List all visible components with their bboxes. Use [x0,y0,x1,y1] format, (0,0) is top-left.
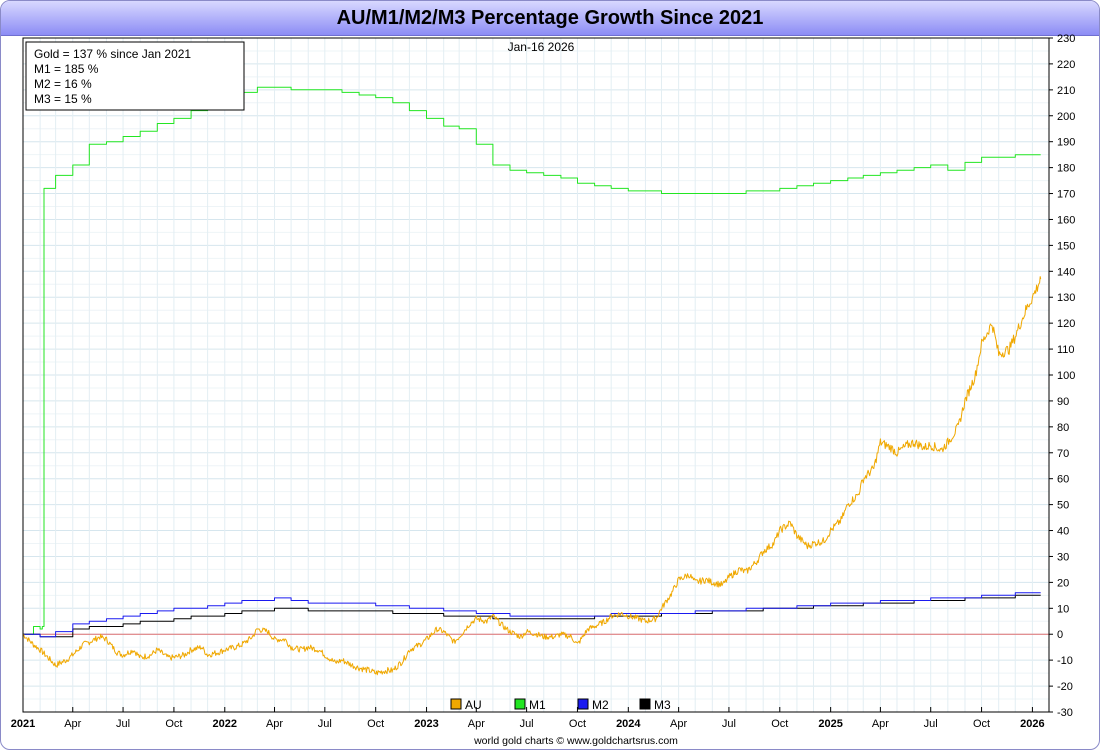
y-tick-label: 170 [1057,189,1075,201]
y-tick-label: 0 [1057,629,1063,641]
y-tick-label: 180 [1057,163,1075,175]
y-tick-label: 100 [1057,370,1075,382]
legend-label-m2: M2 [592,698,609,712]
y-tick-label: -20 [1057,681,1073,693]
x-tick-label: Oct [973,718,990,730]
y-tick-label: 80 [1057,422,1069,434]
x-tick-label: Oct [569,718,586,730]
series-line-m1 [23,86,1041,635]
info-line-m2: M2 = 16 % [34,77,92,91]
y-tick-label: 230 [1057,33,1075,45]
footer-credit: world gold charts © www.goldchartsrus.co… [473,735,678,747]
y-tick-label: 50 [1057,500,1069,512]
series-line-au [22,276,1042,676]
y-tick-label: 40 [1057,526,1069,538]
legend-swatch-m3 [639,698,651,710]
y-tick-label: 60 [1057,474,1069,486]
x-tick-label: Oct [771,718,788,730]
x-tick-label: Jul [520,718,534,730]
x-tick-label: Oct [165,718,182,730]
grid [22,37,1049,713]
y-tick-label: 120 [1057,318,1075,330]
y-tick-label: 220 [1057,59,1075,71]
y-tick-label: 110 [1057,344,1075,356]
y-tick-label: 210 [1057,85,1075,97]
legend-label-au: AU [465,698,482,712]
x-tick-label: 2022 [213,718,237,730]
x-tick-label: Apr [266,718,283,730]
y-tick-label: 90 [1057,396,1069,408]
y-tick-label: 140 [1057,266,1075,278]
y-tick-label: 20 [1057,577,1069,589]
x-tick-label: Jul [924,718,938,730]
y-tick-label: -10 [1057,655,1073,667]
legend-label-m1: M1 [529,698,546,712]
y-tick-label: 130 [1057,292,1075,304]
legend-swatch-m1 [514,698,526,710]
series-layer [22,86,1042,676]
y-tick-label: 160 [1057,214,1075,226]
legend-swatch-m2 [577,698,589,710]
y-tick-label: 190 [1057,137,1075,149]
x-tick-label: Jul [116,718,130,730]
x-tick-label: Apr [872,718,889,730]
x-tick-label: Jul [722,718,736,730]
y-tick-label: 150 [1057,240,1075,252]
y-tick-label: 200 [1057,111,1075,123]
info-line-m3: M3 = 15 % [34,92,92,106]
legend-label-m3: M3 [654,698,671,712]
series-line-m2 [23,592,1041,638]
x-tick-label: 2024 [616,718,641,730]
date-label: Jan-16 2026 [508,40,575,54]
x-tick-label: 2021 [11,718,35,730]
y-tick-label: 70 [1057,448,1069,460]
info-line-gold: Gold = 137 % since Jan 2021 [34,47,191,61]
x-tick-label: 2023 [414,718,438,730]
chart-title: AU/M1/M2/M3 Percentage Growth Since 2021 [1,1,1099,36]
x-axis: 2021 Apr Jul Oct 2022 Apr Jul Oct 2023 Apr Jul Oct 2… [11,707,1045,730]
x-tick-label: 2025 [818,718,842,730]
legend-swatch-au [450,698,462,710]
x-tick-label: Apr [468,718,485,730]
info-box-border [25,41,245,111]
y-tick-label: 30 [1057,551,1069,563]
y-axis: -30 -20 -10 0 10 20 30 40 50 60 70 80 90 100 110 120 130… [1049,33,1075,719]
y-tick-label: -30 [1057,707,1073,719]
legend: AU M1 M2 M3 [450,698,671,712]
x-tick-label: Apr [64,718,81,730]
x-tick-label: Apr [670,718,687,730]
y-tick-label: 10 [1057,603,1069,615]
x-tick-label: Oct [367,718,384,730]
x-tick-label: Jul [318,718,332,730]
info-box: Gold = 137 % since Jan 2021 M1 = 185 % M… [25,41,245,111]
x-tick-label: 2026 [1020,718,1044,730]
info-line-m1: M1 = 185 % [34,62,99,76]
